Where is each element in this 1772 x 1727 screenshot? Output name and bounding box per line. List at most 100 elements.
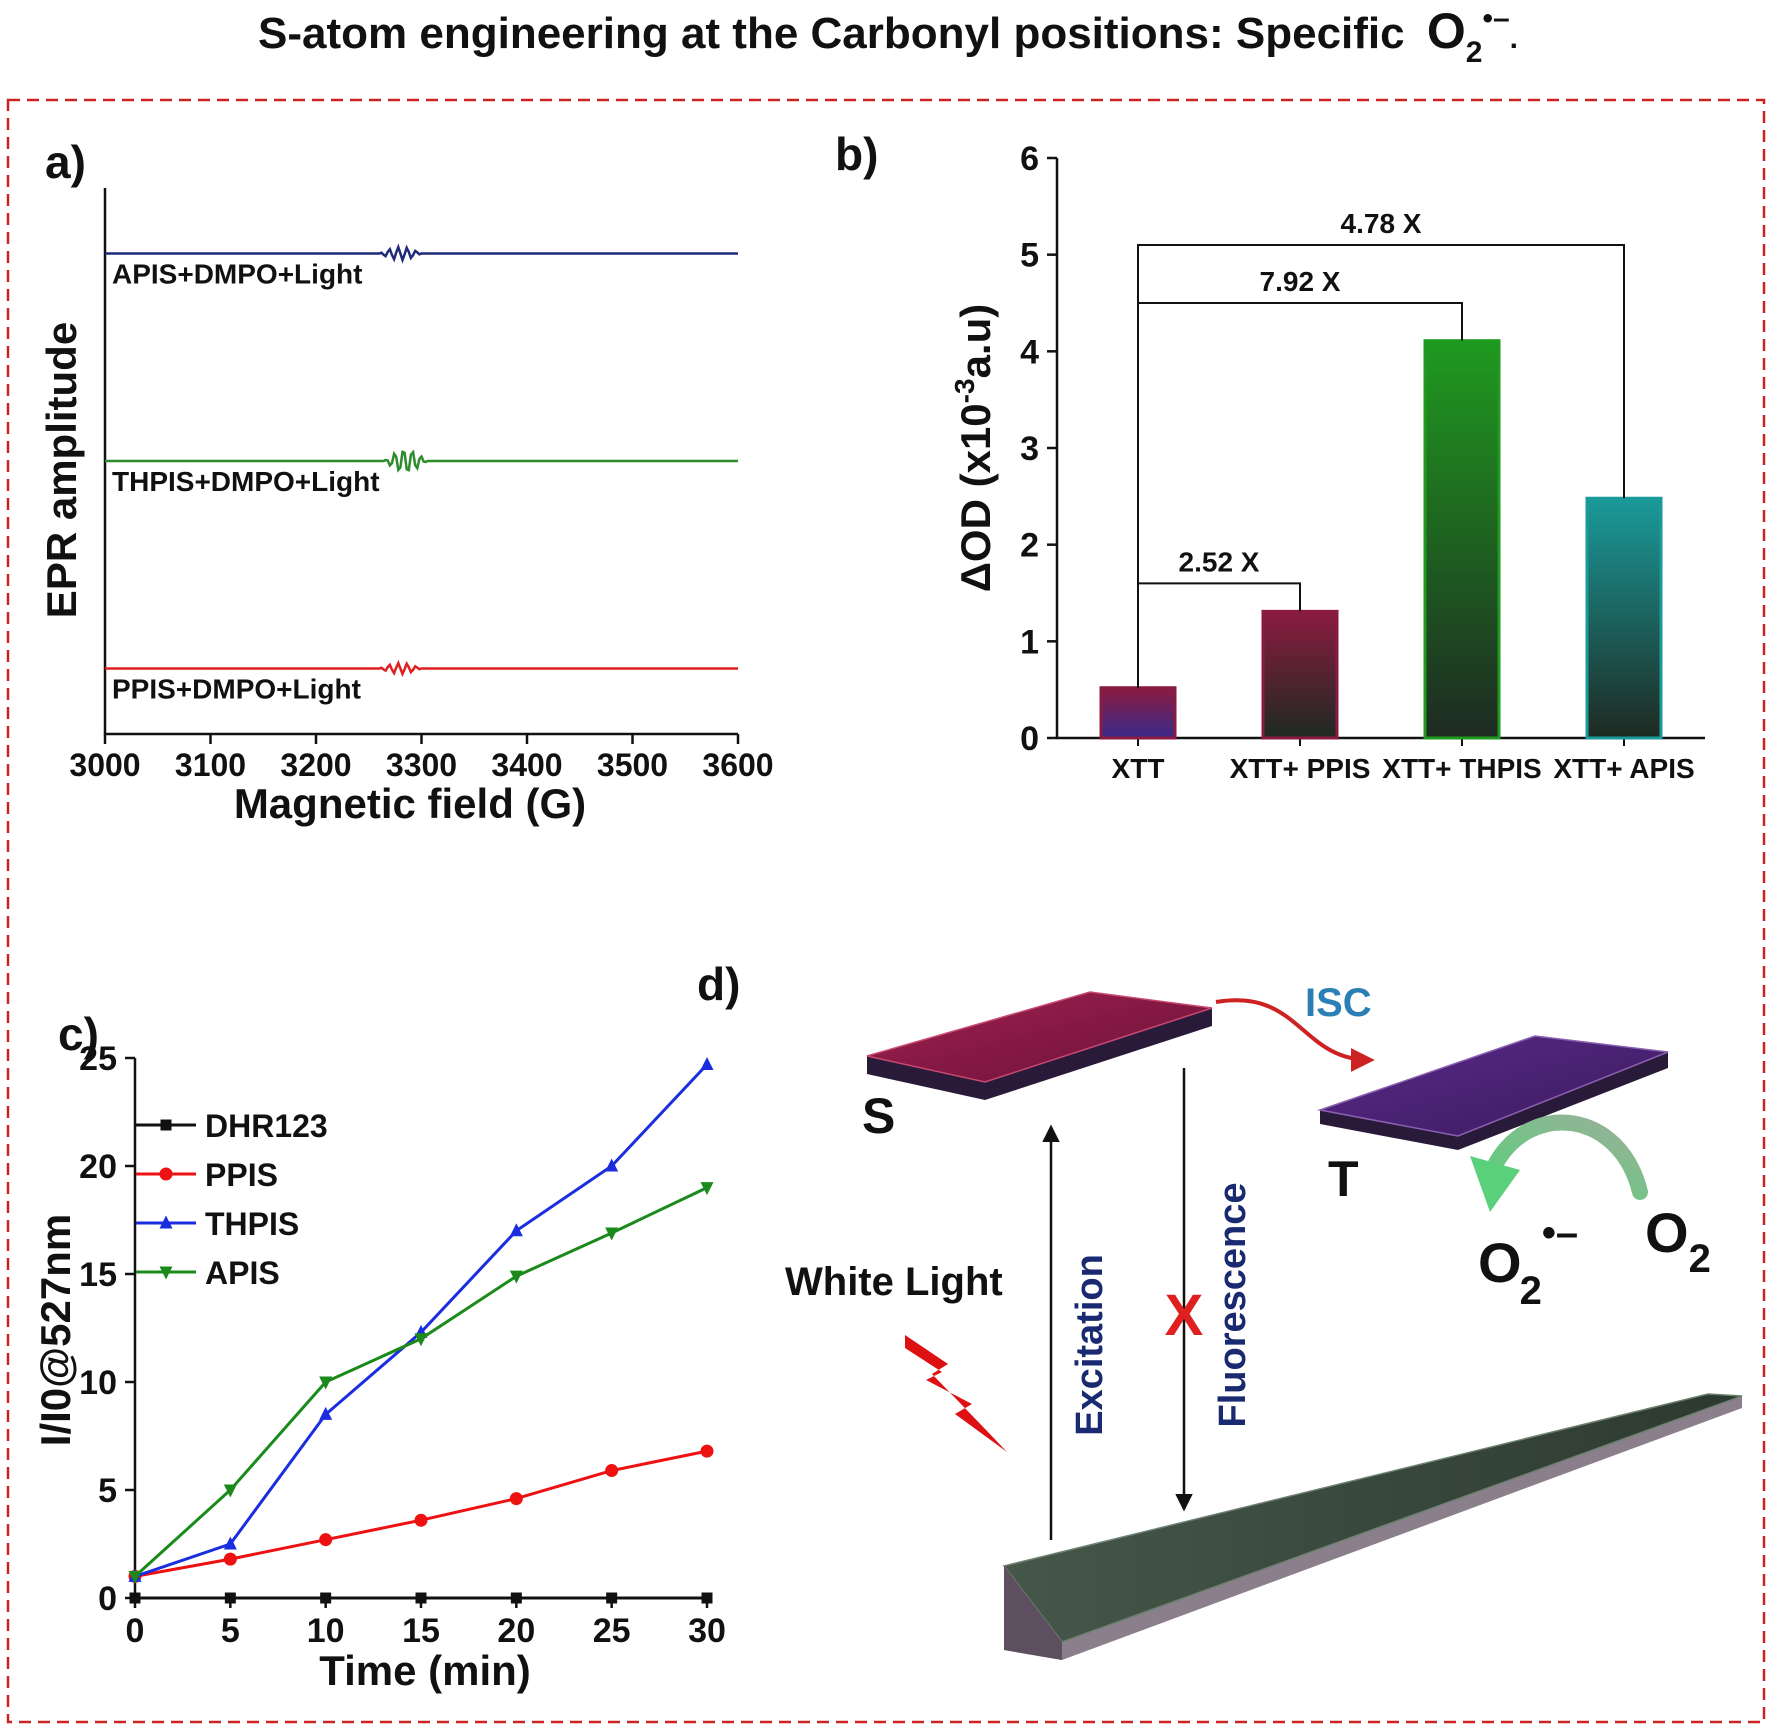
panel-a-series-line	[105, 659, 738, 678]
panel-c-y-axis-title: I/I0@527nm	[32, 1214, 79, 1446]
triplet-label: T	[1328, 1151, 1359, 1207]
triplet-plate	[1317, 1035, 1669, 1150]
panel-c-marker	[319, 1533, 333, 1547]
panel-a-x-tick-label: 3100	[175, 747, 246, 783]
panel-c-marker	[510, 1592, 522, 1604]
panel-a-x-ticks: 3000 3100 3200 3300 3400 3500 3600	[69, 734, 774, 783]
isc-arrow	[1215, 998, 1375, 1072]
panel-c-marker	[509, 1223, 523, 1237]
panel-c-y-tick-label: 25	[79, 1040, 117, 1078]
panel-c-series	[128, 1056, 714, 1604]
figure-title: S-atom engineering at the Carbonyl posit…	[258, 2, 1518, 69]
isc-label: ISC	[1305, 981, 1372, 1025]
panel-a-series-line	[105, 243, 738, 264]
panel-b-fold-change-label: 2.52 X	[1179, 546, 1260, 577]
panel-b-y-tick-label: 2	[1020, 527, 1039, 565]
panel-c-marker	[701, 1592, 713, 1604]
panel-b-bar	[1099, 686, 1177, 740]
panel-c-marker	[159, 1215, 173, 1229]
panel-label-a: a)	[45, 136, 86, 188]
panel-c-marker	[509, 1270, 523, 1284]
panel-c-marker	[159, 1167, 173, 1181]
panel-c-y-tick-label: 0	[98, 1580, 117, 1618]
panel-c-marker	[700, 1182, 714, 1196]
panel-c-x-tick-label: 25	[593, 1612, 631, 1650]
panel-a-chart: 3000 3100 3200 3300 3400 3500 3600 APIS+DMPO+L…	[38, 188, 774, 827]
panel-c-legend: DHR123 PPIS THPIS APIS	[136, 1108, 328, 1291]
panel-label-c: c)	[58, 1008, 99, 1060]
panel-c-marker	[700, 1444, 714, 1458]
panel-a-x-tick-label: 3000	[69, 747, 140, 783]
panel-b-fold-change-label: 7.92 X	[1260, 266, 1341, 297]
panel-a-series-label: THPIS+DMPO+Light	[112, 466, 380, 497]
panel-c-marker	[414, 1333, 428, 1347]
panel-c-y-tick-label: 20	[79, 1148, 117, 1186]
panel-c-marker	[700, 1056, 714, 1070]
panel-c-ticks: 0 5 10 15 20 25 30 0 5 10 15 20 25	[79, 1040, 726, 1650]
oxygen-conversion-arrowhead	[1470, 1156, 1520, 1212]
panel-c-marker	[605, 1464, 619, 1478]
oxygen-conversion-arrow	[1487, 1114, 1648, 1200]
panel-b-annotations: 2.52 X 7.92 X4.78 X	[1137, 208, 1625, 688]
panel-a-series-label: PPIS+DMPO+Light	[112, 673, 361, 704]
panel-c-chart: 0 5 10 15 20 25 30 0 5 10 15 20 25 DHR123 PPIS THPIS AP…	[32, 1040, 726, 1694]
panel-b-bar	[1585, 496, 1663, 740]
panel-b-bar	[1423, 339, 1501, 740]
panel-c-marker	[606, 1592, 618, 1604]
panel-c-y-tick-label: 5	[98, 1472, 117, 1510]
panel-a-series: APIS+DMPO+Light THPIS+DMPO+Light PPIS+DMPO…	[105, 243, 738, 704]
panel-c-marker	[129, 1592, 141, 1604]
panel-c-y-tick-label: 15	[79, 1256, 117, 1294]
panel-c-legend-label: PPIS	[205, 1157, 278, 1193]
panel-a-series-label: APIS+DMPO+Light	[112, 259, 362, 290]
panel-b-x-tick-label: XTT	[1112, 753, 1165, 784]
panel-d-scheme: S T ISC Excitation Fluorescence X White …	[785, 981, 1743, 1660]
superoxide-label: O2•–	[1478, 1211, 1578, 1313]
panel-a-x-tick-label: 3200	[280, 747, 351, 783]
lightning-bolt-icon	[905, 1335, 1007, 1452]
panel-c-x-tick-label: 30	[688, 1612, 726, 1650]
panel-c-legend-label: THPIS	[205, 1206, 299, 1242]
panel-b-fold-change-label: 4.78 X	[1341, 208, 1422, 239]
panel-b-y-tick-label: 3	[1020, 430, 1039, 468]
panel-c-marker	[223, 1536, 237, 1550]
panel-c-legend-label: DHR123	[205, 1108, 328, 1144]
singlet-label: S	[862, 1088, 895, 1144]
panel-c-marker	[319, 1406, 333, 1420]
panel-c-marker	[605, 1227, 619, 1241]
panel-c-marker	[509, 1492, 523, 1506]
panel-c-marker	[605, 1158, 619, 1172]
panel-c-x-axis-title: Time (min)	[319, 1647, 531, 1694]
panel-c-x-tick-label: 10	[307, 1612, 345, 1650]
fluorescence-blocked-mark: X	[1165, 1283, 1204, 1348]
panel-c-marker	[223, 1484, 237, 1498]
panel-c-x-tick-label: 15	[402, 1612, 440, 1650]
excitation-label: Excitation	[1069, 1254, 1111, 1436]
ground-state-plate	[1002, 1393, 1743, 1660]
panel-b-ticks: 0 1 2 3 4 5 6 XTT XTT+ PPIS XTT+ THPIS XTT+ APIS	[1020, 140, 1695, 784]
panel-a-x-tick-label: 3600	[702, 747, 773, 783]
panel-c-marker	[159, 1266, 173, 1280]
white-light-label: White Light	[785, 1260, 1003, 1304]
panel-b-y-tick-label: 0	[1020, 720, 1039, 758]
panel-a-y-axis-title: EPR amplitude	[38, 322, 85, 618]
panel-c-marker	[414, 1513, 428, 1527]
panel-a-x-tick-label: 3300	[386, 747, 457, 783]
panel-c-x-tick-label: 20	[497, 1612, 535, 1650]
panel-a-series-line	[105, 449, 738, 473]
panel-b-x-tick-label: XTT+ PPIS	[1230, 753, 1371, 784]
panel-c-x-tick-label: 5	[221, 1612, 240, 1650]
panel-b-significance-bracket	[1137, 244, 1625, 688]
dashed-frame	[6, 98, 1766, 1724]
panel-c-x-tick-label: 0	[126, 1612, 145, 1650]
panel-c-marker	[128, 1570, 142, 1584]
panel-c-marker	[224, 1592, 236, 1604]
panel-c-legend-label: APIS	[205, 1255, 280, 1291]
panel-b-y-tick-label: 5	[1020, 237, 1039, 275]
panel-a-x-tick-label: 3400	[491, 747, 562, 783]
panel-b-chart: 0 1 2 3 4 5 6 XTT XTT+ PPIS XTT+ THPIS XTT+ APIS 2…	[949, 140, 1705, 784]
panel-c-y-tick-label: 10	[79, 1364, 117, 1402]
panel-c-marker	[160, 1119, 172, 1131]
panel-a-x-axis-title: Magnetic field (G)	[234, 780, 586, 827]
